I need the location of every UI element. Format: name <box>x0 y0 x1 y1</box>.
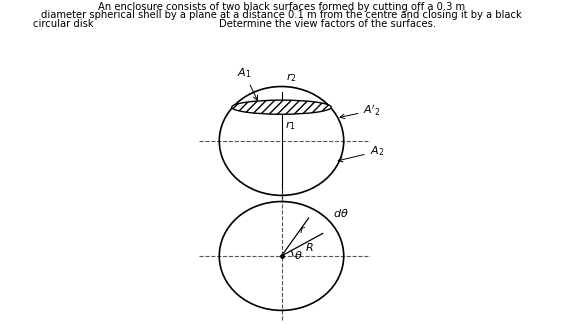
Text: $r$: $r$ <box>299 224 306 235</box>
Text: circular disk: circular disk <box>33 19 93 29</box>
Ellipse shape <box>232 100 331 114</box>
Text: An enclosure consists of two black surfaces formed by cutting off a 0.3 m: An enclosure consists of two black surfa… <box>98 2 465 12</box>
Text: $A_2$: $A_2$ <box>338 145 384 162</box>
Text: $d\theta$: $d\theta$ <box>333 207 348 219</box>
Text: $r_1$: $r_1$ <box>285 120 296 133</box>
Text: $A'_2$: $A'_2$ <box>340 103 381 119</box>
Text: $A_1$: $A_1$ <box>237 66 257 100</box>
Text: diameter spherical shell by a plane at a distance 0.1 m from the centre and clos: diameter spherical shell by a plane at a… <box>41 10 522 20</box>
Text: $\theta$: $\theta$ <box>294 249 302 261</box>
Text: $R$: $R$ <box>305 240 314 252</box>
Text: $r_2$: $r_2$ <box>287 71 297 84</box>
Text: Determine the view factors of the surfaces.: Determine the view factors of the surfac… <box>219 19 436 29</box>
